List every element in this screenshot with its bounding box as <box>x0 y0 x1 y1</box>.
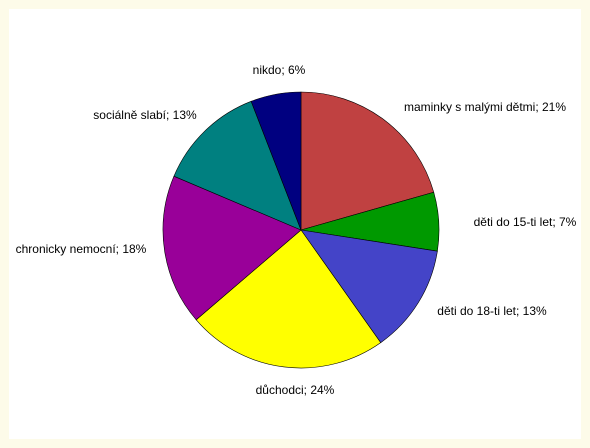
pie-slice-1 <box>300 91 435 231</box>
pie-chart: maminky s malými dětmi; 21% děti do 15-ti… <box>16 63 577 397</box>
slice-label-3: děti do 18-ti let; 13% <box>437 304 547 318</box>
slice-label-2: děti do 15-ti let; 7% <box>474 215 577 229</box>
chart-area: maminky s malými dětmi; 21% děti do 15-ti… <box>9 9 581 439</box>
pie-slice-7 <box>250 91 302 231</box>
slice-labels: maminky s malými dětmi; 21% děti do 15-ti… <box>16 63 577 397</box>
slice-label-6: sociálně slabí; 13% <box>93 108 197 122</box>
pie-slice-4 <box>195 229 382 369</box>
slice-label-4: důchodci; 24% <box>256 383 335 397</box>
pie-slice-6 <box>173 100 302 231</box>
slice-label-1: maminky s malými dětmi; 21% <box>404 100 566 114</box>
pie-slice-5 <box>162 175 302 321</box>
pie-slice-3 <box>300 229 438 344</box>
slice-label-7: nikdo; 6% <box>253 63 306 77</box>
pie-slices <box>162 91 440 369</box>
slice-label-5: chronicky nemocní; 18% <box>16 242 147 256</box>
